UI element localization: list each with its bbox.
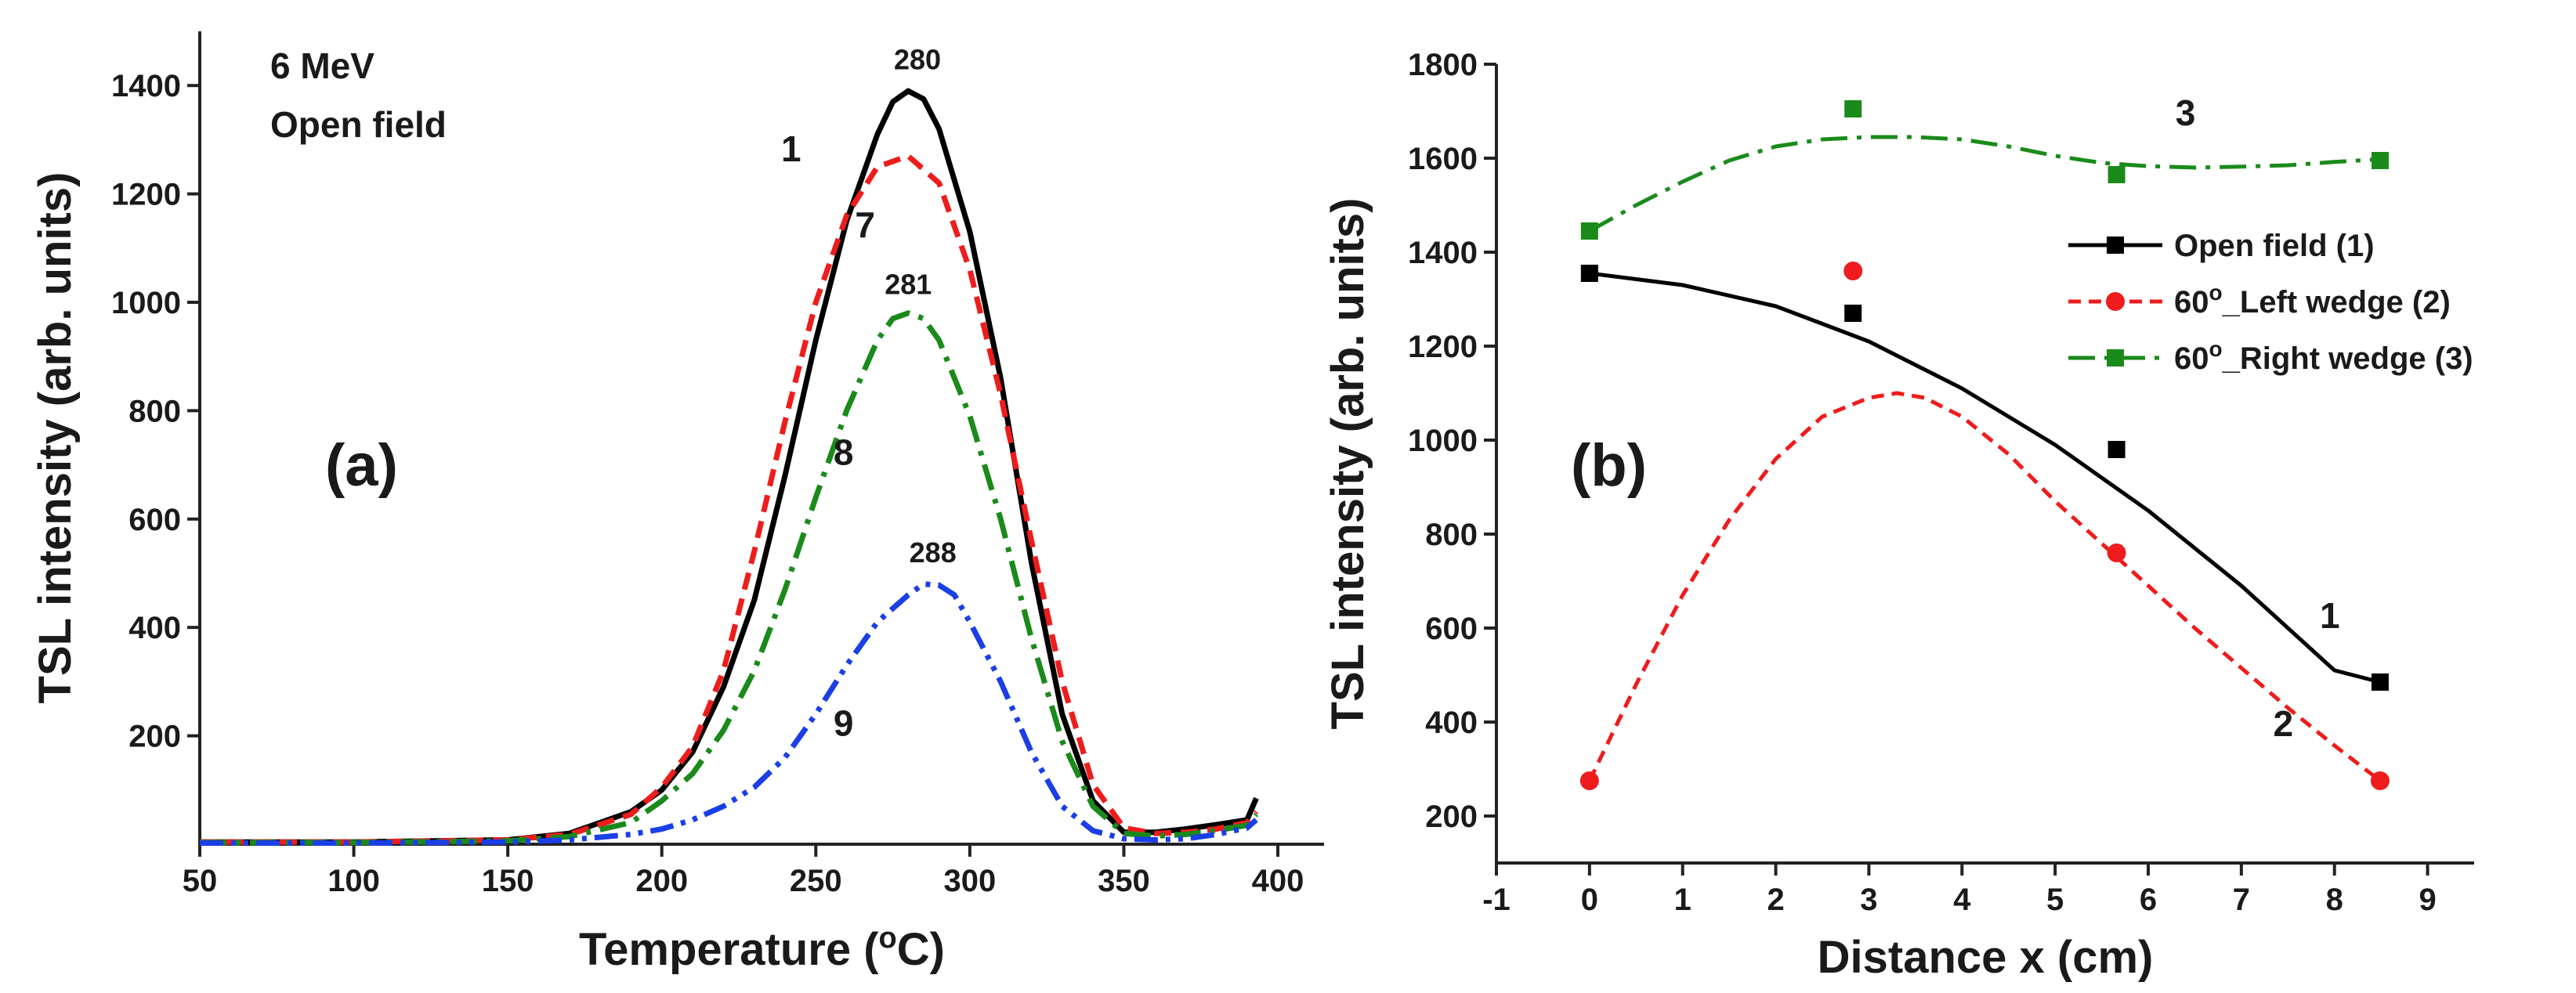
legend-name: 60 xyxy=(2174,285,2209,320)
panel-b-y-tick-label: 600 xyxy=(1425,612,1478,646)
fit-curve-1 xyxy=(1589,271,2381,684)
panel-a-y-tick-label: 1000 xyxy=(111,286,181,320)
panel-b-x-tick-label: -1 xyxy=(1482,883,1511,917)
panel-b-y-tick-label: 400 xyxy=(1425,706,1478,740)
panel-a-x-tick-label: 150 xyxy=(482,864,534,898)
curve-tag-1: 1 xyxy=(2320,595,2340,636)
panel-b-x-tick-label: 1 xyxy=(1674,883,1691,917)
panel-a-y-tick-label: 200 xyxy=(128,720,181,754)
panel-a-letter: (a) xyxy=(325,432,398,499)
x-axis-title-main: Temperature ( xyxy=(579,924,879,975)
panel-b-x-axis-title: Distance x (cm) xyxy=(1818,932,2154,983)
panel-a-x-tick-label: 100 xyxy=(327,864,380,898)
panel-a-x-tick-label: 350 xyxy=(1098,864,1150,898)
panel-a-y-tick-label: 800 xyxy=(128,394,181,428)
x-axis-title-degree: o xyxy=(879,922,897,955)
curve-tag-8: 8 xyxy=(834,432,854,473)
panel-b-x-tick-label: 6 xyxy=(2140,883,2157,917)
panel-a-y-tick-label: 1200 xyxy=(111,178,181,212)
curve-tag-1: 1 xyxy=(781,128,801,169)
data-point-1 xyxy=(2371,673,2389,691)
legend-entry-1: Open field (1) xyxy=(2174,229,2375,263)
legend-marker-1 xyxy=(2107,237,2124,254)
data-point-2 xyxy=(1843,262,1863,280)
panel-b-x-tick-label: 3 xyxy=(1860,883,1877,917)
data-point-3 xyxy=(1844,100,1862,117)
legend-name-rest: _Right wedge (3) xyxy=(2222,341,2473,376)
curve-tag-9: 9 xyxy=(834,703,854,744)
panel-b-y-tick-label: 800 xyxy=(1425,518,1478,552)
panel-b-y-tick-label: 1400 xyxy=(1408,236,1478,270)
panel-b-y-axis-title: TSL intensity (arb. units) xyxy=(1322,198,1373,730)
curve-tag-2: 2 xyxy=(2274,703,2294,744)
legend-name: Open field (1) xyxy=(2174,229,2375,263)
panel-b-y-tick-label: 1200 xyxy=(1408,330,1478,364)
data-point-3 xyxy=(1580,222,1598,240)
legend-degree: o xyxy=(2209,337,2223,361)
panel-a-x-tick-label: 250 xyxy=(790,864,842,898)
panel-a-x-tick-label: 300 xyxy=(944,864,997,898)
panel-a-x-tick-label: 400 xyxy=(1252,864,1304,898)
peak-label: 288 xyxy=(910,536,957,569)
data-point-2 xyxy=(1579,771,1599,790)
panel-b-x-tick-label: 8 xyxy=(2326,883,2343,917)
data-point-3 xyxy=(2371,152,2389,169)
panel-a-y-tick-label: 400 xyxy=(128,611,181,645)
field-note: Open field xyxy=(270,104,447,145)
fit-curve-2 xyxy=(1587,391,2382,782)
legend-degree: o xyxy=(2209,280,2223,305)
panel-b-x-tick-label: 7 xyxy=(2233,883,2250,917)
legend-marker-3 xyxy=(2107,349,2124,367)
data-point-3 xyxy=(2107,166,2126,183)
glow-curve-9 xyxy=(200,581,1258,847)
panel-a-y-tick-label: 600 xyxy=(128,503,181,537)
panel-b-y-tick-label: 1000 xyxy=(1408,424,1478,458)
panel-a-x-axis-title: Temperature (oC) xyxy=(579,922,945,975)
legend-name-rest: _Left wedge (2) xyxy=(2222,285,2451,320)
glow-curve-8 xyxy=(200,310,1259,846)
panel-a-x-tick-label: 50 xyxy=(183,864,218,898)
legend-entry-3: 60o_Right wedge (3) xyxy=(2174,337,2473,376)
fit-curve-3 xyxy=(1588,135,2381,233)
legend-entry-2: 60o_Left wedge (2) xyxy=(2174,280,2451,320)
panel-a: 50 100 150 200 250 300 350 400 200 400 600 800 1000 1… xyxy=(30,31,1324,975)
panel-b-x-tick-label: 0 xyxy=(1581,883,1598,917)
panel-b-letter: (b) xyxy=(1571,432,1647,499)
data-point-2 xyxy=(2107,543,2126,562)
panel-a-x-tick-label: 200 xyxy=(635,864,688,898)
panel-b-x-tick-label: 9 xyxy=(2419,883,2436,917)
curve-tag-3: 3 xyxy=(2176,92,2196,133)
energy-note: 6 MeV xyxy=(270,45,374,86)
legend-name: 60 xyxy=(2174,341,2209,376)
panel-b-x-tick-label: 2 xyxy=(1767,883,1784,917)
panel-a-y-tick-label: 1400 xyxy=(111,69,181,103)
panel-b-y-tick-label: 200 xyxy=(1425,800,1478,834)
x-axis-title-unit: C) xyxy=(897,924,945,975)
data-point-1 xyxy=(2107,441,2126,458)
data-point-1 xyxy=(1844,305,1862,322)
data-point-1 xyxy=(1580,265,1598,282)
data-point-2 xyxy=(2370,771,2390,790)
panel-b-y-tick-label: 1800 xyxy=(1408,48,1478,82)
panel-b: -1 0 1 2 3 4 5 6 7 8 9 200 400 600 800 1000 1200 1400 1600… xyxy=(1322,48,2474,983)
panel-b-y-tick-label: 1600 xyxy=(1408,142,1478,176)
panel-b-x-tick-label: 4 xyxy=(1953,883,1971,917)
peak-label: 281 xyxy=(885,269,932,301)
glow-curve-7 xyxy=(200,153,1259,845)
peak-label: 280 xyxy=(894,43,941,75)
panel-a-y-axis-title: TSL intensity (arb. units) xyxy=(30,172,81,704)
curve-tag-7: 7 xyxy=(855,204,875,245)
panel-b-x-tick-label: 5 xyxy=(2046,883,2064,917)
legend-marker-2 xyxy=(2106,292,2125,311)
